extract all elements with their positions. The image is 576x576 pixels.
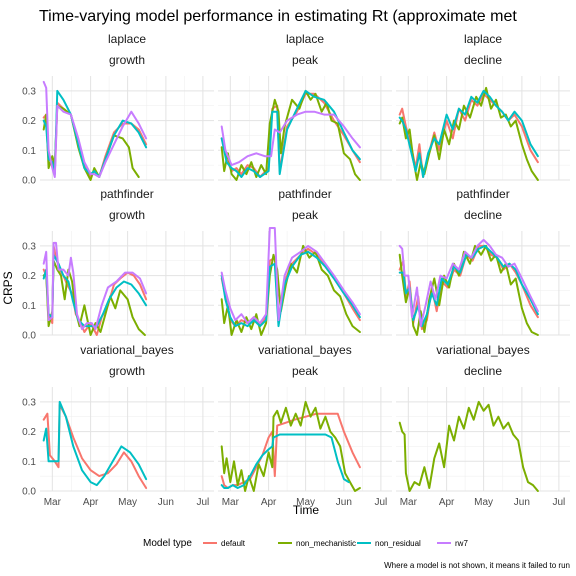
x-tick-label: Jul: [374, 497, 387, 508]
facet-strip-phase: growth: [109, 208, 145, 222]
series-line-non_mechanistic: [220, 244, 361, 336]
legend: Model type default non_mechanistic non_res…: [143, 538, 468, 549]
facet-strip-method: variational_bayes: [436, 343, 529, 357]
y-tick-label: 0.0: [22, 331, 36, 342]
series-line-rw7: [42, 80, 148, 178]
x-axis-label: Time: [293, 503, 320, 517]
x-tick-label: Mar: [222, 497, 240, 508]
y-tick-label: 0.3: [22, 397, 36, 408]
y-tick-label: 0.2: [22, 427, 36, 438]
series-line-rw7: [42, 241, 148, 331]
x-tick-label: Apr: [83, 497, 99, 508]
legend-item-non_mechanistic: non_mechanistic: [278, 539, 356, 548]
facet-strip-phase: peak: [292, 53, 319, 67]
x-tick-label: May: [474, 497, 493, 508]
x-tick-label: Jun: [336, 497, 352, 508]
legend-title: Model type: [143, 538, 192, 549]
series-line-non_residual: [398, 89, 539, 178]
facet-panel-pathfinder-decline: pathfinder decline: [396, 187, 570, 336]
facet-strip-method: variational_bayes: [258, 343, 351, 357]
facet-strip-method: pathfinder: [100, 187, 153, 201]
series-line-non_residual: [42, 89, 148, 178]
legend-item-default: default: [203, 539, 246, 548]
x-tick-label: May: [118, 497, 137, 508]
series-line-non_residual: [398, 244, 539, 328]
facet-strip-phase: decline: [464, 53, 502, 67]
facet-strip-method: pathfinder: [456, 187, 509, 201]
x-tick-label: Mar: [400, 497, 418, 508]
legend-label: non_mechanistic: [296, 539, 356, 548]
chart-title: Time-varying model performance in estima…: [39, 8, 517, 25]
series-line-non_residual: [42, 400, 148, 487]
facet-panel-pathfinder-peak: pathfinder peak: [218, 187, 392, 336]
y-tick-label: 0.1: [22, 146, 36, 157]
y-tick-label: 0.1: [22, 301, 36, 312]
legend-label: non_residual: [375, 539, 421, 548]
facet-strip-method: laplace: [108, 32, 146, 46]
facet-strip-phase: decline: [464, 364, 502, 378]
facet-strip-method: variational_bayes: [80, 343, 173, 357]
legend-item-non_residual: non_residual: [357, 539, 421, 548]
series-line-non_mechanistic: [398, 86, 539, 181]
y-tick-label: 0.3: [22, 241, 36, 252]
x-tick-label: Mar: [44, 497, 62, 508]
x-tick-label: May: [296, 497, 315, 508]
facet-strip-phase: peak: [292, 364, 319, 378]
series-line-non_mechanistic: [220, 400, 361, 492]
series-line-non_residual: [220, 89, 361, 178]
x-tick-label: Jul: [552, 497, 565, 508]
series-line-non_mechanistic: [220, 89, 361, 181]
x-tick-label: Apr: [261, 497, 277, 508]
facet-strip-method: pathfinder: [278, 187, 331, 201]
facet-panels: laplacegrowth0.00.10.20.3laplacepeaklapl…: [22, 32, 570, 508]
facet-panel-pathfinder-growth: pathfinder growth 0.0 0.1 0.2 0.3: [22, 187, 214, 342]
legend-label: default: [221, 539, 246, 548]
y-tick-label: 0.2: [22, 271, 36, 282]
caption: Where a model is not shown, it means it …: [384, 561, 570, 570]
facet-strip-phase: growth: [109, 53, 145, 67]
legend-label: rw7: [455, 539, 468, 548]
facet-panel-laplace-growth: laplace growth 0.0 0.1 0.2 0.3: [22, 32, 214, 187]
y-axis-label: CRPS: [1, 271, 15, 304]
facet-strip-phase: peak: [292, 208, 319, 222]
facet-strip-method: laplace: [464, 32, 502, 46]
facet-panel-laplace-decline: laplace decline: [396, 32, 570, 181]
x-tick-label: Apr: [439, 497, 455, 508]
y-tick-label: 0.0: [22, 176, 36, 187]
legend-item-rw7: rw7: [437, 539, 468, 548]
facet-panel-laplace-peak: laplace peak: [218, 32, 392, 181]
x-tick-label: Jul: [196, 497, 209, 508]
x-tick-label: Jun: [514, 497, 530, 508]
series-line-default: [42, 403, 148, 489]
series-line-rw7: [220, 110, 361, 167]
y-tick-label: 0.1: [22, 457, 36, 468]
series-line-rw7: [220, 227, 361, 325]
x-tick-label: Jun: [158, 497, 174, 508]
facet-strip-method: laplace: [286, 32, 324, 46]
y-tick-label: 0.0: [22, 487, 36, 498]
y-tick-label: 0.2: [22, 116, 36, 127]
facet-strip-phase: decline: [464, 208, 502, 222]
series-line-non_residual: [220, 433, 350, 489]
series-line-rw7: [398, 238, 539, 328]
series-line-non_mechanistic: [398, 400, 539, 492]
y-tick-label: 0.3: [22, 86, 36, 97]
series-line-non_mechanistic: [42, 104, 140, 181]
facet-strip-phase: growth: [109, 364, 145, 378]
